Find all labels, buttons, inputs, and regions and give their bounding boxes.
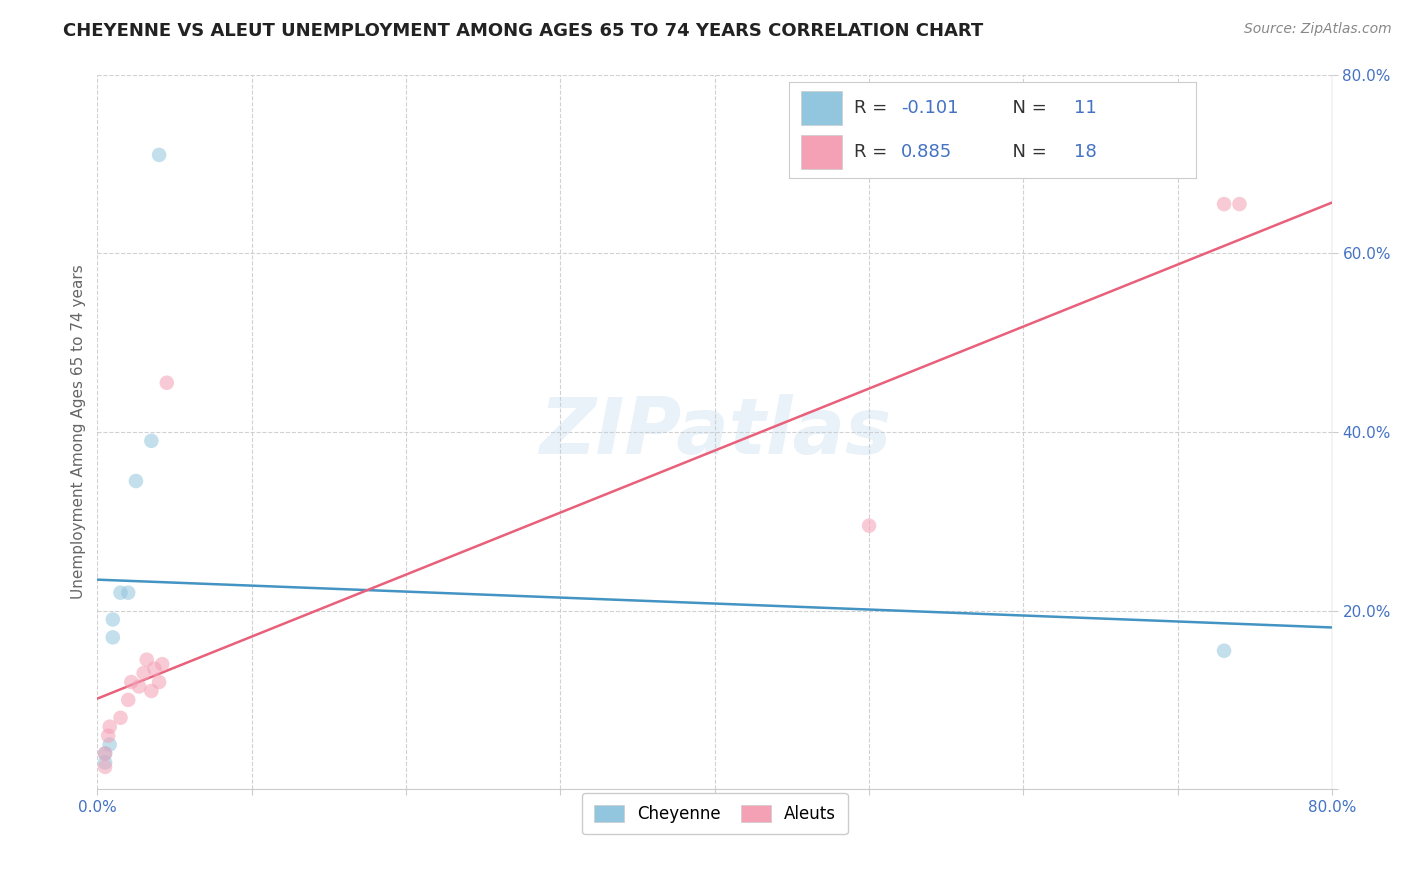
Point xyxy=(128,680,150,694)
Point xyxy=(141,684,163,698)
Point xyxy=(101,612,124,626)
Point xyxy=(98,738,121,752)
Point xyxy=(98,720,121,734)
Point xyxy=(1213,197,1236,211)
Point xyxy=(148,675,170,690)
Point xyxy=(94,756,117,770)
Point xyxy=(148,148,170,162)
Point xyxy=(143,662,166,676)
Legend: Cheyenne, Aleuts: Cheyenne, Aleuts xyxy=(582,793,848,835)
Point xyxy=(94,747,117,761)
Point xyxy=(141,434,163,448)
Text: CHEYENNE VS ALEUT UNEMPLOYMENT AMONG AGES 65 TO 74 YEARS CORRELATION CHART: CHEYENNE VS ALEUT UNEMPLOYMENT AMONG AGE… xyxy=(63,22,984,40)
Point xyxy=(101,631,124,645)
Point xyxy=(117,693,139,707)
Point xyxy=(858,518,880,533)
Point xyxy=(1213,644,1236,658)
Point xyxy=(150,657,173,672)
Point xyxy=(117,585,139,599)
Point xyxy=(156,376,179,390)
Point xyxy=(97,729,120,743)
Text: Source: ZipAtlas.com: Source: ZipAtlas.com xyxy=(1244,22,1392,37)
Point xyxy=(110,711,132,725)
Point xyxy=(1229,197,1251,211)
Y-axis label: Unemployment Among Ages 65 to 74 years: Unemployment Among Ages 65 to 74 years xyxy=(72,265,86,599)
Point xyxy=(125,474,148,488)
Point xyxy=(135,653,157,667)
Point xyxy=(94,747,117,761)
Point xyxy=(94,760,117,774)
Point xyxy=(132,666,155,681)
Point xyxy=(120,675,142,690)
Text: ZIPatlas: ZIPatlas xyxy=(538,394,891,470)
Point xyxy=(110,585,132,599)
